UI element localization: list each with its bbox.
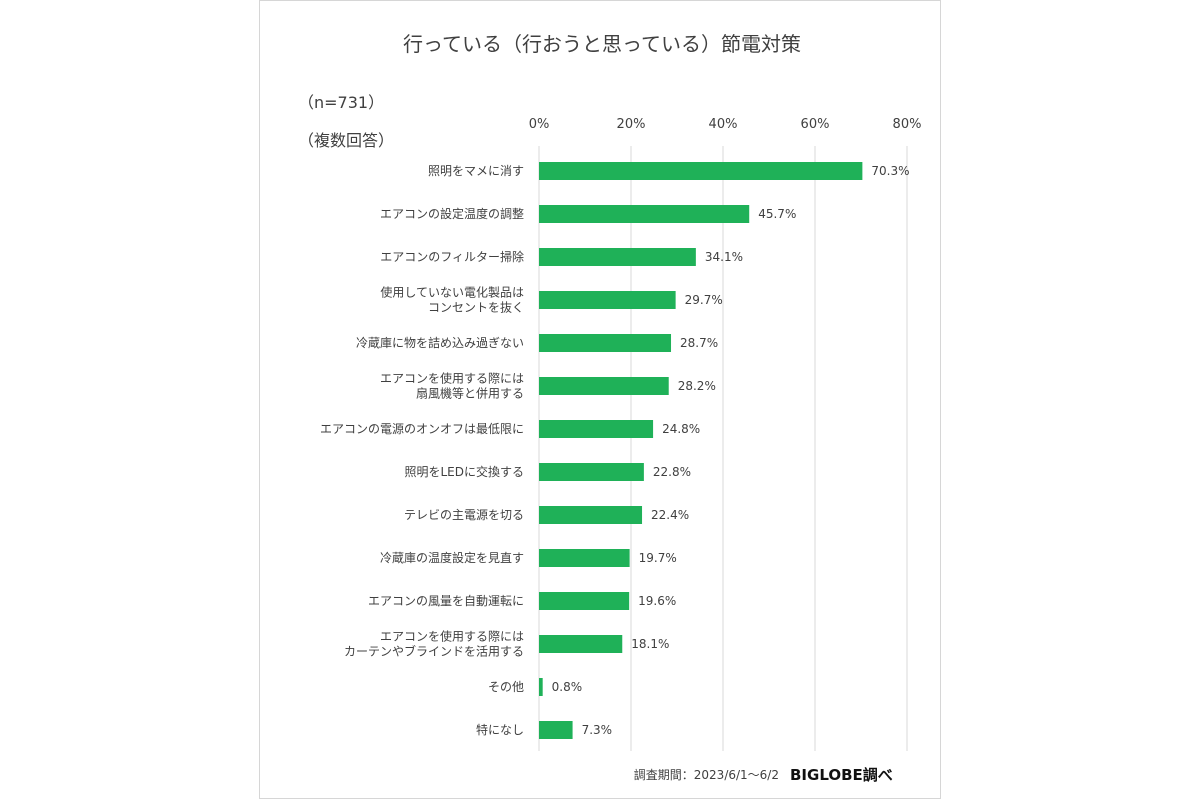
- category-label: その他: [488, 680, 524, 694]
- category-label: カーテンやブラインドを活用する: [344, 644, 524, 659]
- category-label: 特になし: [476, 722, 524, 737]
- value-label: 70.3%: [871, 164, 909, 178]
- bar: [539, 205, 750, 223]
- x-tick-label: 40%: [709, 117, 738, 132]
- bar: [539, 635, 623, 653]
- bars: [539, 162, 863, 739]
- bar: [539, 334, 672, 352]
- category-label: 冷蔵庫の温度設定を見直す: [380, 550, 524, 565]
- bar: [539, 678, 543, 696]
- value-label: 22.4%: [651, 508, 689, 522]
- x-tick-label: 80%: [893, 117, 922, 132]
- bar: [539, 248, 696, 266]
- bar-chart: 行っている（行おうと思っている）節電対策 （n=731） （複数回答） 0% 20…: [298, 32, 922, 784]
- value-label: 24.8%: [662, 422, 700, 436]
- value-label: 19.7%: [639, 551, 677, 565]
- chart-title: 行っている（行おうと思っている）節電対策: [403, 32, 801, 56]
- bar: [539, 506, 643, 524]
- x-tick-label: 0%: [529, 117, 550, 132]
- bar: [539, 291, 676, 309]
- bar: [539, 549, 630, 567]
- category-label: エアコンの設定温度の調整: [380, 206, 524, 221]
- x-tick-label: 60%: [801, 117, 830, 132]
- value-label: 0.8%: [552, 680, 583, 694]
- value-label: 18.1%: [631, 637, 669, 651]
- source-logo: BIGLOBE調べ: [790, 766, 893, 784]
- bar: [539, 162, 863, 180]
- x-tick-label: 20%: [617, 117, 646, 132]
- value-label: 28.2%: [678, 379, 716, 393]
- grid-lines: [538, 146, 908, 751]
- bar: [539, 721, 573, 739]
- bar: [539, 592, 630, 610]
- value-labels: 70.3% 45.7% 34.1% 29.7% 28.7% 28.2% 24.8% 22.8%…: [552, 164, 910, 737]
- value-label: 19.6%: [638, 594, 676, 608]
- value-label: 28.7%: [680, 336, 718, 350]
- category-label: 使用していない電化製品は: [380, 285, 524, 300]
- category-label: エアコンを使用する際には: [380, 371, 524, 386]
- bar: [539, 420, 654, 438]
- x-axis-ticks: 0% 20% 40% 60% 80%: [529, 117, 922, 132]
- value-label: 29.7%: [685, 293, 723, 307]
- multiple-answer-note: （複数回答）: [298, 131, 394, 150]
- value-label: 34.1%: [705, 250, 743, 264]
- category-label: エアコンの電源のオンオフは最低限に: [320, 422, 524, 436]
- category-label: 照明をマメに消す: [428, 164, 524, 178]
- sample-size-note: （n=731）: [298, 93, 384, 112]
- category-labels: 照明をマメに消すエアコンの設定温度の調整エアコンのフィルター掃除使用していない電…: [320, 164, 524, 737]
- category-label: 照明をLEDに交換する: [404, 464, 524, 479]
- bar: [539, 377, 669, 395]
- category-label: コンセントを抜く: [428, 301, 524, 315]
- category-label: 扇風機等と併用する: [416, 386, 524, 401]
- value-label: 7.3%: [582, 723, 613, 737]
- value-label: 22.8%: [653, 465, 691, 479]
- category-label: エアコンのフィルター掃除: [380, 249, 524, 264]
- value-label: 45.7%: [758, 207, 796, 221]
- chart-panel: 行っている（行おうと思っている）節電対策 （n=731） （複数回答） 0% 20…: [259, 0, 941, 799]
- survey-period: 調査期間：2023/6/1～6/2: [634, 768, 779, 782]
- category-label: 冷蔵庫に物を詰め込み過ぎない: [356, 335, 524, 350]
- category-label: エアコンの風量を自動運転に: [368, 594, 524, 608]
- category-label: エアコンを使用する際には: [380, 629, 524, 644]
- category-label: テレビの主電源を切る: [404, 508, 524, 522]
- bar: [539, 463, 644, 481]
